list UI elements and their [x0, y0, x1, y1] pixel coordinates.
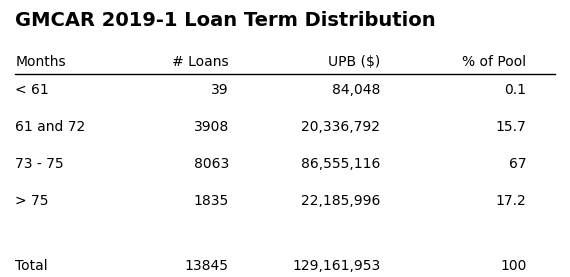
Text: UPB ($): UPB ($)	[328, 55, 381, 69]
Text: 17.2: 17.2	[496, 194, 527, 208]
Text: 129,161,953: 129,161,953	[292, 258, 381, 273]
Text: 3908: 3908	[194, 120, 229, 134]
Text: 67: 67	[509, 157, 527, 171]
Text: > 75: > 75	[15, 194, 49, 208]
Text: GMCAR 2019-1 Loan Term Distribution: GMCAR 2019-1 Loan Term Distribution	[15, 11, 436, 30]
Text: 100: 100	[500, 258, 527, 273]
Text: # Loans: # Loans	[172, 55, 229, 69]
Text: % of Pool: % of Pool	[462, 55, 527, 69]
Text: 86,555,116: 86,555,116	[301, 157, 381, 171]
Text: 39: 39	[211, 83, 229, 97]
Text: 15.7: 15.7	[496, 120, 527, 134]
Text: Total: Total	[15, 258, 48, 273]
Text: 20,336,792: 20,336,792	[302, 120, 381, 134]
Text: 84,048: 84,048	[332, 83, 381, 97]
Text: 0.1: 0.1	[504, 83, 527, 97]
Text: Months: Months	[15, 55, 66, 69]
Text: 1835: 1835	[194, 194, 229, 208]
Text: < 61: < 61	[15, 83, 49, 97]
Text: 61 and 72: 61 and 72	[15, 120, 86, 134]
Text: 22,185,996: 22,185,996	[301, 194, 381, 208]
Text: 13845: 13845	[185, 258, 229, 273]
Text: 8063: 8063	[194, 157, 229, 171]
Text: 73 - 75: 73 - 75	[15, 157, 64, 171]
